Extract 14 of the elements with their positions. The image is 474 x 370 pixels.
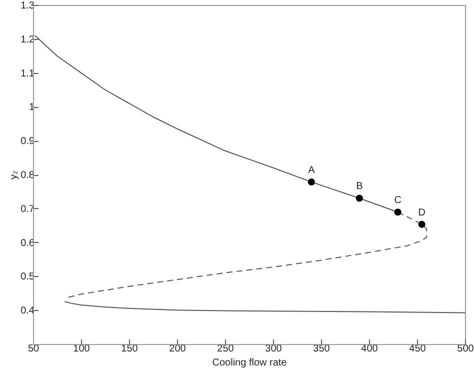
point bbox=[356, 194, 363, 202]
annotation: D bbox=[418, 207, 426, 218]
point bbox=[308, 178, 315, 186]
point bbox=[418, 220, 426, 228]
y-axis-title: y₂ bbox=[8, 170, 20, 180]
point bbox=[394, 208, 402, 216]
line-series bbox=[64, 301, 466, 314]
y-tick-label: 1.1 bbox=[20, 68, 35, 80]
annotation: C bbox=[394, 195, 402, 206]
y-tick-label: 0.4 bbox=[20, 306, 35, 317]
x-tick-label: 50 bbox=[28, 344, 40, 354]
x-axis-title: Cooling flow rate bbox=[212, 358, 288, 368]
annotation: B bbox=[356, 181, 364, 192]
annotation: A bbox=[308, 164, 316, 176]
